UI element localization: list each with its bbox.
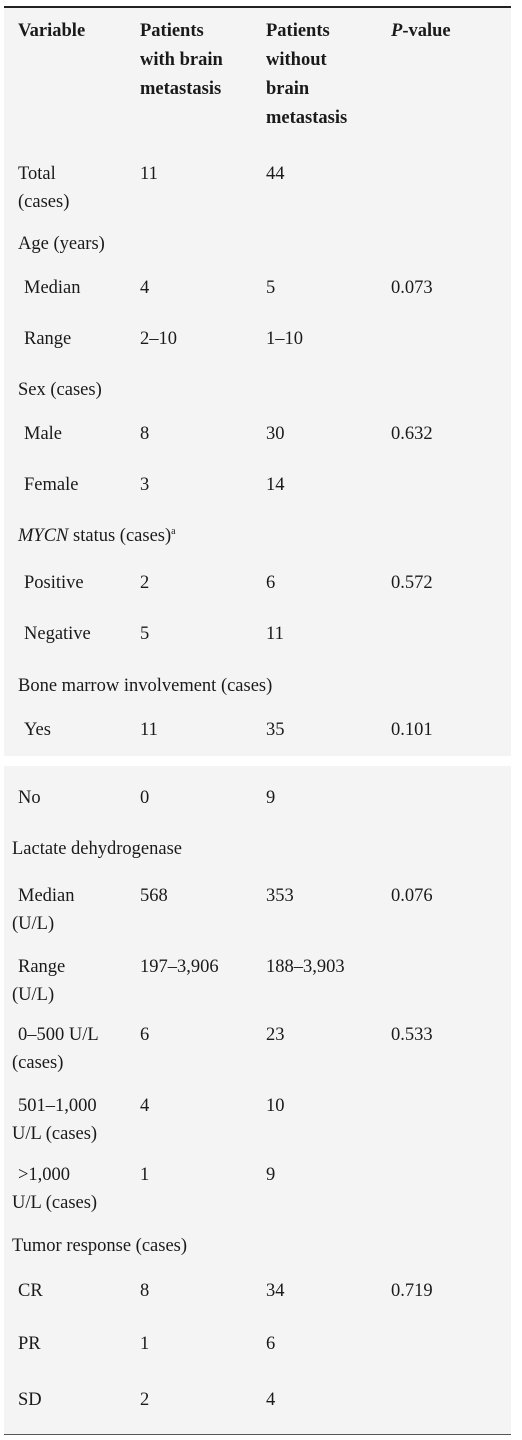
section-tumor-response: Tumor response (cases) xyxy=(12,1236,188,1256)
row-ldh-0-500-with: 6 xyxy=(140,1025,150,1045)
row-total-label-line2: (cases) xyxy=(18,192,70,212)
header-without-line2: without xyxy=(266,50,327,70)
row-age-median-without: 5 xyxy=(266,278,276,298)
row-yes-p: 0.101 xyxy=(391,720,433,740)
row-negative-without: 11 xyxy=(266,624,284,644)
row-cr-p: 0.719 xyxy=(391,1281,433,1301)
row-ldh-gt-1000-label-line2: U/L (cases) xyxy=(12,1193,98,1213)
row-no-label: No xyxy=(18,788,41,808)
header-p-value: P-value xyxy=(391,17,451,46)
row-ldh-median-with: 568 xyxy=(140,886,168,906)
row-ldh-range-with: 197–3,906 xyxy=(140,957,219,977)
header-without-line1: Patients xyxy=(266,21,330,41)
row-ldh-range-label-line1: Range xyxy=(18,957,66,977)
row-ldh-median-label-line1: Median xyxy=(18,886,75,906)
mycn-footnote-marker: a xyxy=(171,526,176,537)
row-total-without: 44 xyxy=(266,164,285,184)
row-age-range-with: 2–10 xyxy=(140,329,177,349)
row-ldh-501-1000-label-line1: 501–1,000 xyxy=(18,1096,97,1116)
row-age-median-p: 0.073 xyxy=(391,278,433,298)
row-sd-with: 2 xyxy=(140,1390,150,1410)
row-female-with: 3 xyxy=(140,475,150,495)
section-sex: Sex (cases) xyxy=(18,380,102,400)
header-p-italic: P xyxy=(391,21,403,41)
row-ldh-gt-1000-without: 9 xyxy=(266,1165,276,1185)
row-cr-without: 34 xyxy=(266,1281,285,1301)
row-ldh-501-1000-with: 4 xyxy=(140,1096,150,1116)
row-positive-label: Positive xyxy=(24,573,84,593)
row-sd-without: 4 xyxy=(266,1390,276,1410)
section-mycn: MYCN status (cases)a xyxy=(18,522,176,550)
row-total-label-line1: Total xyxy=(18,164,56,184)
row-female-label: Female xyxy=(24,475,79,495)
row-sd-label: SD xyxy=(18,1390,42,1410)
row-yes-label: Yes xyxy=(24,720,51,740)
row-ldh-501-1000-without: 10 xyxy=(266,1096,285,1116)
header-with-line3: metastasis xyxy=(140,79,222,99)
header-p-rest: -value xyxy=(402,21,451,41)
row-pr-label: PR xyxy=(18,1334,41,1354)
header-variable: Variable xyxy=(18,21,86,41)
row-ldh-range-without: 188–3,903 xyxy=(266,957,345,977)
row-age-median-label: Median xyxy=(24,278,81,298)
row-male-p: 0.632 xyxy=(391,424,433,444)
row-female-without: 14 xyxy=(266,475,285,495)
header-without-line3: brain xyxy=(266,79,310,99)
row-pr-with: 1 xyxy=(140,1334,150,1354)
row-ldh-gt-1000-with: 1 xyxy=(140,1165,150,1185)
row-negative-with: 5 xyxy=(140,624,150,644)
section-age: Age (years) xyxy=(18,234,105,254)
row-age-range-label: Range xyxy=(24,329,72,349)
row-ldh-0-500-p: 0.533 xyxy=(391,1025,433,1045)
row-yes-without: 35 xyxy=(266,720,285,740)
row-cr-with: 8 xyxy=(140,1281,150,1301)
table-gap xyxy=(0,756,522,766)
row-male-with: 8 xyxy=(140,424,150,444)
row-ldh-median-without: 353 xyxy=(266,886,294,906)
table-panel-bottom xyxy=(4,766,511,1435)
section-bone-marrow: Bone marrow involvement (cases) xyxy=(18,676,273,696)
header-with-line2: with brain xyxy=(140,50,223,70)
mycn-label-rest: status (cases) xyxy=(68,526,172,546)
row-no-without: 9 xyxy=(266,788,276,808)
table-panel-top xyxy=(4,6,511,758)
row-ldh-gt-1000-label-line1: >1,000 xyxy=(18,1165,71,1185)
row-cr-label: CR xyxy=(18,1281,43,1301)
row-positive-with: 2 xyxy=(140,573,150,593)
row-age-median-with: 4 xyxy=(140,278,150,298)
row-age-range-without: 1–10 xyxy=(266,329,303,349)
row-male-label: Male xyxy=(24,424,63,444)
row-ldh-median-p: 0.076 xyxy=(391,886,433,906)
header-without-line4: metastasis xyxy=(266,108,348,128)
row-yes-with: 11 xyxy=(140,720,158,740)
row-total-with: 11 xyxy=(140,164,158,184)
row-ldh-501-1000-label-line2: U/L (cases) xyxy=(12,1124,98,1144)
row-ldh-range-label-line2: (U/L) xyxy=(12,985,55,1005)
row-negative-label: Negative xyxy=(24,624,91,644)
section-ldh: Lactate dehydrogenase xyxy=(12,839,183,859)
row-ldh-0-500-label-line2: (cases) xyxy=(12,1053,64,1073)
row-positive-p: 0.572 xyxy=(391,573,433,593)
row-male-without: 30 xyxy=(266,424,285,444)
row-no-with: 0 xyxy=(140,788,150,808)
row-ldh-0-500-label-line1: 0–500 U/L xyxy=(18,1025,99,1045)
row-ldh-0-500-without: 23 xyxy=(266,1025,285,1045)
row-pr-without: 6 xyxy=(266,1334,276,1354)
row-ldh-median-label-line2: (U/L) xyxy=(12,914,55,934)
header-with-line1: Patients xyxy=(140,21,204,41)
row-positive-without: 6 xyxy=(266,573,276,593)
mycn-gene-name: MYCN xyxy=(18,526,69,546)
